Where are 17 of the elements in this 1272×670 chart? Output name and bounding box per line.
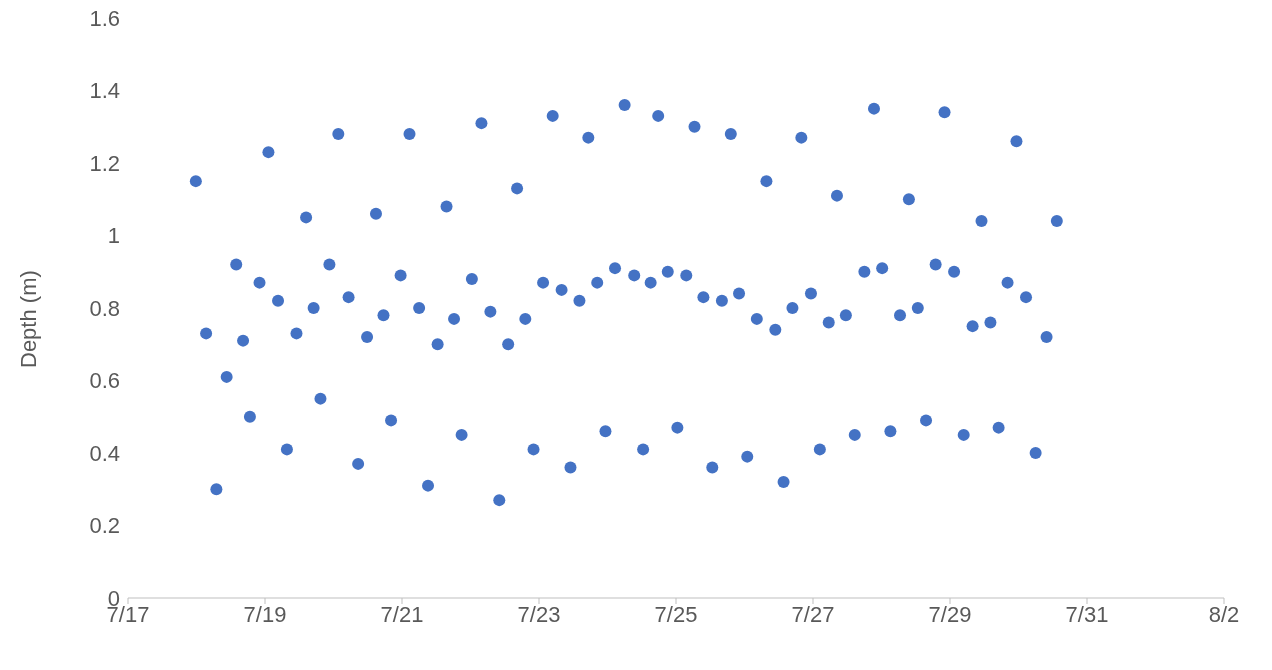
x-tick-label: 7/25: [654, 601, 698, 627]
x-tick-label: 7/31: [1065, 601, 1109, 627]
x-tick-label: 7/23: [517, 601, 561, 627]
y-tick-label: 0.6: [89, 368, 120, 394]
y-tick-label: 0.8: [89, 295, 120, 321]
y-tick-label: 1.6: [89, 5, 120, 31]
y-tick-label: 1.4: [89, 78, 120, 104]
x-tick-label: 7/21: [380, 601, 424, 627]
y-tick-label: 0.2: [89, 513, 120, 539]
y-tick-label: 0.4: [89, 440, 120, 466]
x-tick-label: 7/29: [928, 601, 972, 627]
y-tick-label: 1.2: [89, 150, 120, 176]
y-axis-title: Depth (m): [15, 270, 41, 368]
x-tick-label: 8/2: [1208, 601, 1240, 627]
y-tick-label: 1: [107, 223, 120, 249]
x-tick-label: 7/19: [243, 601, 287, 627]
x-tick-label: 7/27: [791, 601, 835, 627]
